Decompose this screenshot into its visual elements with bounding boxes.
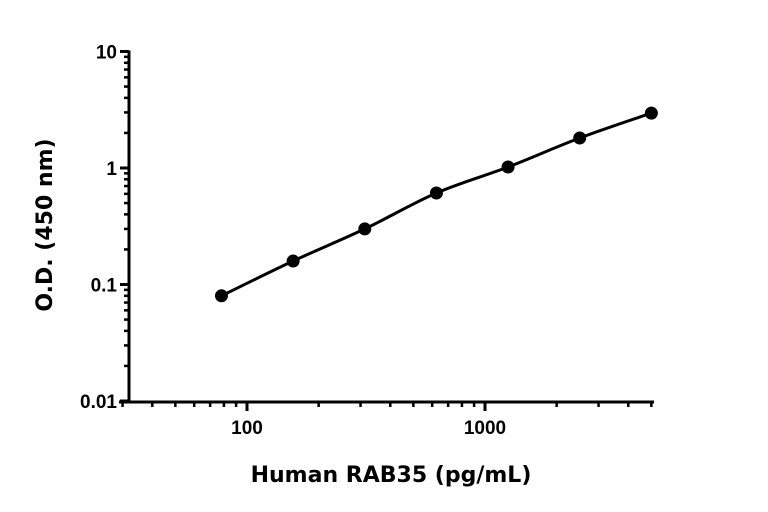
y-axis-title: O.D. (450 nm) (33, 138, 58, 311)
data-point (573, 131, 587, 145)
data-point (429, 186, 443, 200)
data-point (644, 106, 658, 120)
y-tick-label: 10 (96, 43, 117, 64)
y-tick-label: 0.1 (91, 276, 118, 297)
y-tick-label: 1 (106, 159, 117, 180)
axes (119, 50, 654, 404)
data-point (286, 254, 300, 268)
x-axis-title: Human RAB35 (pg/mL) (251, 463, 532, 488)
x-tick-label: 1000 (464, 418, 506, 439)
data-points (214, 106, 658, 303)
y-axis-ticks: 0.01 0.1 1 10 (80, 43, 129, 413)
x-tick-label: 100 (231, 418, 263, 439)
data-point (358, 222, 372, 236)
y-tick-label: 0.01 (80, 392, 117, 413)
fit-curve (220, 111, 652, 298)
x-axis-ticks: 100 1000 (121, 402, 653, 439)
data-point (501, 160, 515, 174)
data-point (214, 289, 228, 303)
